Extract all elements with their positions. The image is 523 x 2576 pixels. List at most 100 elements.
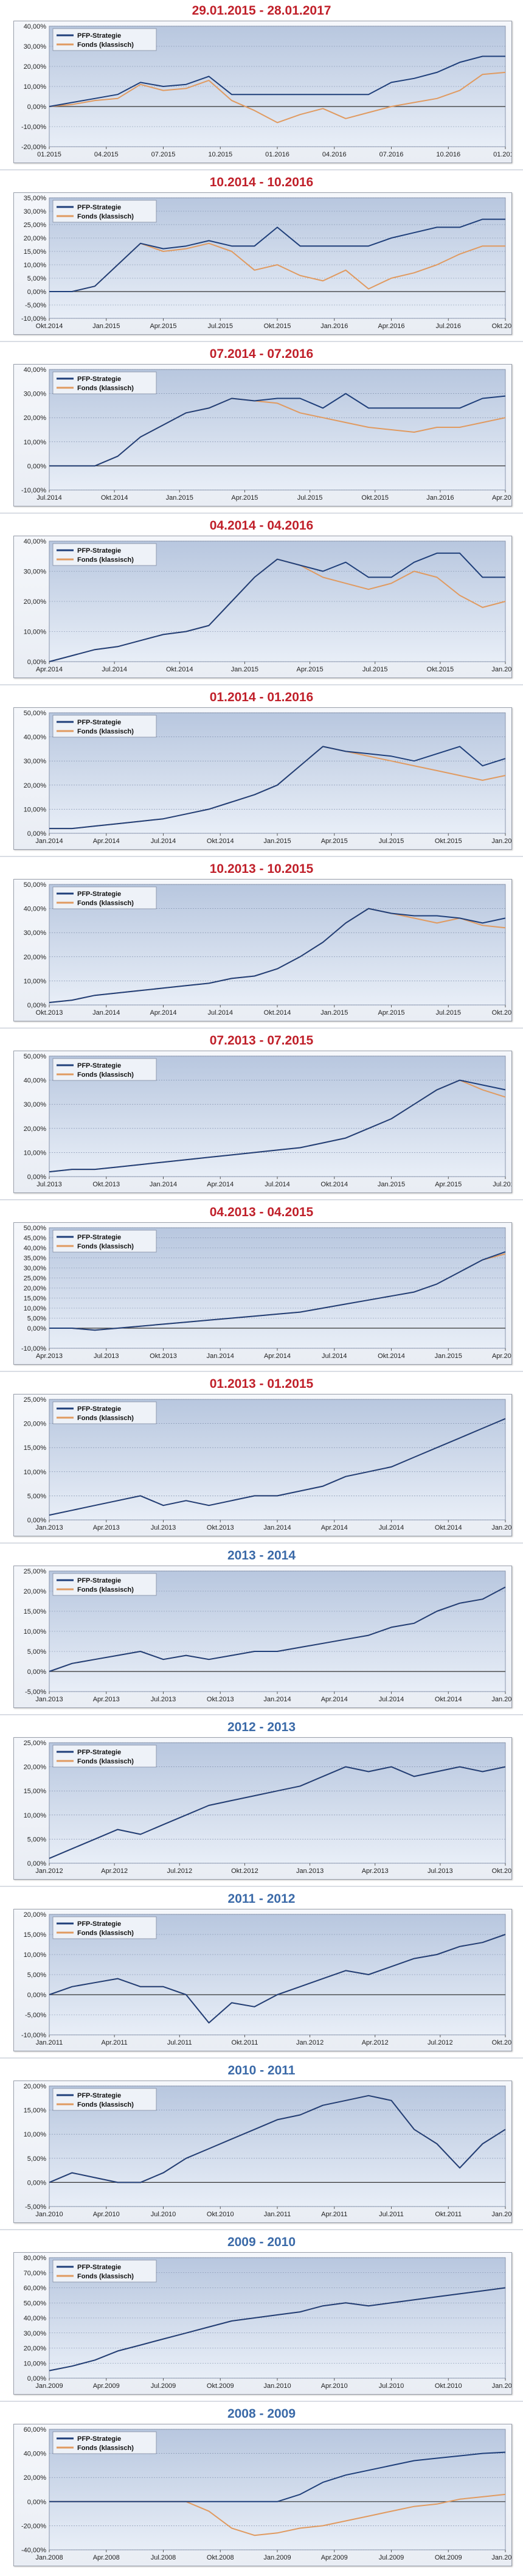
x-tick-label: Okt.2015 xyxy=(361,494,389,502)
legend: PFP-Strategie Fonds (klassisch) xyxy=(52,1401,157,1424)
y-tick-label: 0,00% xyxy=(27,463,46,470)
x-tick-label: Apr.2016 xyxy=(378,323,404,330)
chart-svg: -10,00% 0,00% 10,00% 20,00% 30,00% 40,00% Jul.… xyxy=(21,366,511,502)
legend-label: PFP-Strategie xyxy=(77,204,121,211)
y-tick-label: 60,00% xyxy=(24,2426,47,2434)
y-tick-label: 10,00% xyxy=(24,1149,47,1157)
chart-title: 04.2014 - 04.2016 xyxy=(209,519,314,533)
legend-label: Fonds (klassisch) xyxy=(77,1586,134,1594)
x-tick-label: Jul.2011 xyxy=(167,2039,192,2046)
x-tick-label: Jul.2009 xyxy=(151,2382,176,2390)
chart-svg: 0,00% 10,00% 20,00% 30,00% 40,00% 50,00% Jan.2… xyxy=(24,710,511,845)
x-tick-label: Jul.2011 xyxy=(379,2211,404,2218)
x-tick-label: Jul.2013 xyxy=(151,1696,176,1703)
y-tick-label: -5,00% xyxy=(25,2012,46,2019)
x-tick-label: Okt.2014 xyxy=(378,1353,405,1360)
y-tick-label: 15,00% xyxy=(24,1295,47,1303)
series-line-pfp-strategie xyxy=(49,552,505,662)
x-tick-label: Okt.2011 xyxy=(435,2211,462,2218)
x-tick-label: Okt.2014 xyxy=(166,666,193,673)
panel-divider xyxy=(0,1371,523,1372)
legend-label: PFP-Strategie xyxy=(77,719,121,726)
legend-box xyxy=(52,2088,157,2111)
x-tick-label: Jul.2009 xyxy=(379,2554,404,2561)
x-tick-label: Okt.2012 xyxy=(231,1867,258,1875)
x-tick-label: Apr.2013 xyxy=(36,1353,63,1360)
legend-label: PFP-Strategie xyxy=(77,547,121,555)
x-tick-label: Jul.2015 xyxy=(379,838,404,845)
x-tick-label: Okt.2015 xyxy=(427,666,454,673)
y-tick-label: 20,00% xyxy=(24,2474,47,2482)
x-tick-label: Jan.2015 xyxy=(92,323,120,330)
y-tick-label: 10,00% xyxy=(24,262,47,269)
x-tick-label: Jan.2013 xyxy=(35,1524,63,1531)
legend-label: Fonds (klassisch) xyxy=(77,2273,134,2280)
legend: PFP-Strategie Fonds (klassisch) xyxy=(52,1230,157,1253)
y-tick-label: 30,00% xyxy=(24,2330,47,2337)
legend: PFP-Strategie Fonds (klassisch) xyxy=(52,1573,157,1596)
x-tick-label: Jan.2012 xyxy=(491,2211,511,2218)
x-tick-label: Apr.2012 xyxy=(362,2039,389,2046)
x-tick-label: Okt.2014 xyxy=(207,838,234,845)
y-tick-label: 20,00% xyxy=(24,2345,47,2353)
chart-svg: 0,00% 10,00% 20,00% 30,00% 40,00% 50,00% 60,00… xyxy=(24,2255,511,2390)
legend-box xyxy=(52,2259,157,2283)
chart-panel: 07.2013 - 07.2015 0,00% 10,00% 20,00% 30,00%… xyxy=(0,1030,523,1202)
panel-divider xyxy=(0,513,523,514)
y-tick-label: 25,00% xyxy=(24,1396,47,1404)
y-tick-label: 0,00% xyxy=(27,2499,46,2506)
series-line-pfp-strategie xyxy=(49,1586,506,1672)
y-tick-label: 20,00% xyxy=(24,1764,47,1771)
panel-divider xyxy=(0,1542,523,1544)
x-tick-label: Apr.2008 xyxy=(93,2554,120,2561)
y-tick-label: 10,00% xyxy=(24,1628,47,1636)
x-tick-label: 10.2016 xyxy=(436,151,460,158)
chart-frame: -10,00% 0,00% 10,00% 20,00% 30,00% 40,00% Jul.… xyxy=(13,364,512,506)
chart-svg: 0,00% 10,00% 20,00% 30,00% 40,00% Apr.2014 Jul… xyxy=(24,538,511,673)
chart-frame: 0,00% 5,00% 10,00% 15,00% 20,00% 25,00% Jan.20… xyxy=(13,1737,512,1880)
chart-panel: 2012 - 2013 0,00% 5,00% 10,00% 15,00% 20,00% 2… xyxy=(0,1717,523,1888)
x-tick-label: Okt.2015 xyxy=(264,323,291,330)
y-tick-label: 20,00% xyxy=(24,235,47,242)
legend-box xyxy=(52,1573,157,1596)
legend-label: PFP-Strategie xyxy=(77,1577,121,1584)
chart-panel: 10.2014 - 10.2016 -10,00% -5,00% 0,00% 5,00%… xyxy=(0,172,523,343)
x-tick-label: Jan.2011 xyxy=(492,2382,511,2390)
y-tick-label: 0,00% xyxy=(27,1517,46,1524)
x-tick-label: 01.2016 xyxy=(265,151,289,158)
x-tick-label: Apr.2015 xyxy=(321,838,348,845)
y-tick-label: 50,00% xyxy=(24,710,47,717)
x-tick-label: Okt.2010 xyxy=(435,2382,462,2390)
y-tick-label: 20,00% xyxy=(24,1285,47,1292)
y-tick-label: 20,00% xyxy=(24,63,47,71)
legend: PFP-Strategie Fonds (klassisch) xyxy=(52,200,157,223)
chart-panel: 01.2014 - 01.2016 0,00% 10,00% 20,00% 30,00%… xyxy=(0,687,523,858)
legend-label: Fonds (klassisch) xyxy=(77,1930,134,1937)
y-tick-label: 5,00% xyxy=(27,1315,46,1323)
x-tick-label: Apr.2015 xyxy=(378,1009,404,1017)
x-tick-label: Jul.2013 xyxy=(151,1524,176,1531)
legend-label: PFP-Strategie xyxy=(77,1920,121,1928)
x-tick-label: Jan.2016 xyxy=(491,838,511,845)
y-tick-label: 45,00% xyxy=(24,1235,47,1242)
legend-box xyxy=(52,1745,157,1768)
x-tick-label: Apr.2015 xyxy=(231,494,258,502)
series-line-pfp-strategie xyxy=(49,219,505,292)
y-tick-label: 20,00% xyxy=(24,415,47,422)
chart-frame: -10,00% -5,00% 0,00% 5,00% 10,00% 15,00% 20,00… xyxy=(13,192,512,335)
chart-svg: -10,00% 0,00% 5,00% 10,00% 15,00% 20,00% 25,00… xyxy=(21,1225,511,1360)
x-tick-label: Okt.2016 xyxy=(492,323,511,330)
legend: PFP-Strategie Fonds (klassisch) xyxy=(52,1058,157,1081)
x-tick-label: Apr.2014 xyxy=(150,1009,176,1017)
y-tick-label: 10,00% xyxy=(24,2131,47,2138)
panel-divider xyxy=(0,2401,523,2402)
y-tick-label: 0,00% xyxy=(27,1668,46,1676)
panel-divider xyxy=(0,2057,523,2059)
chart-frame: 0,00% 5,00% 10,00% 15,00% 20,00% 25,00% Jan.20… xyxy=(13,1394,512,1536)
chart-svg: 0,00% 5,00% 10,00% 15,00% 20,00% 25,00% Jan.20… xyxy=(24,1740,511,1875)
panel-divider xyxy=(0,341,523,342)
x-tick-label: Jan.2016 xyxy=(426,494,454,502)
y-tick-label: 5,00% xyxy=(27,1648,46,1656)
x-tick-label: 04.2016 xyxy=(322,151,347,158)
y-tick-label: 80,00% xyxy=(24,2255,47,2262)
